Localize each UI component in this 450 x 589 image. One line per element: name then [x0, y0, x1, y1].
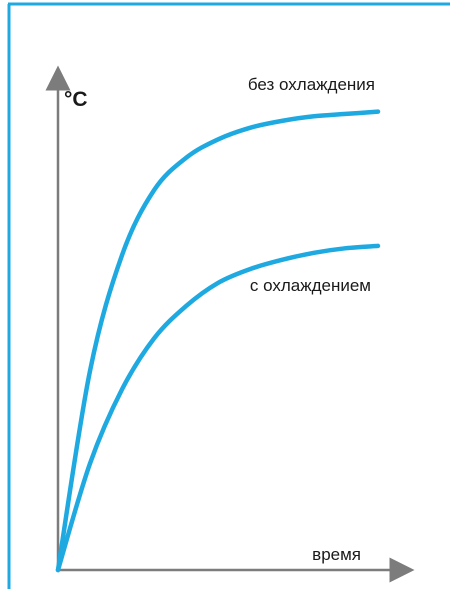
- series-label-with-cooling: с охлаждением: [250, 276, 371, 295]
- x-axis-label: время: [312, 545, 361, 564]
- series-label-no-cooling: без охлаждения: [248, 75, 375, 94]
- series-line-no-cooling: [55, 109, 381, 573]
- series-line-with-cooling: [55, 243, 381, 573]
- y-axis-label: °C: [64, 88, 88, 111]
